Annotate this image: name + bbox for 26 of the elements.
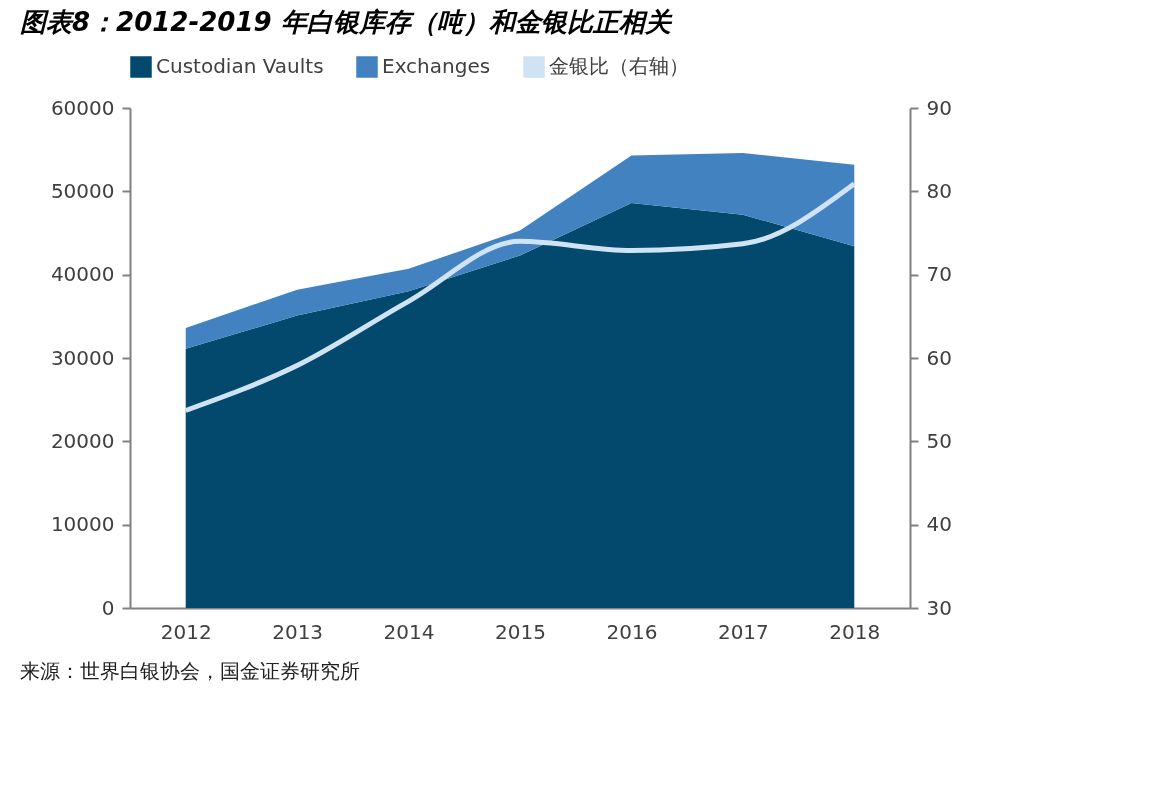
y-tick-label: 0: [101, 595, 115, 620]
y2-tick-label: 40: [926, 512, 952, 537]
y-tick-label: 50000: [50, 178, 115, 203]
x-tick-label: 2015: [495, 619, 546, 644]
y2-tick-label: 90: [926, 95, 952, 120]
y2-tick-label: 80: [926, 178, 952, 203]
y2-tick-label: 30: [926, 595, 952, 620]
legend-label: 金银比（右轴）: [549, 54, 689, 78]
chart-title: 图表8：2012-2019 年白银库存（吨）和金银比正相关: [20, 7, 673, 37]
x-tick-label: 2012: [160, 619, 212, 644]
y2-tick-label: 50: [926, 428, 952, 453]
legend-label: Exchanges: [382, 54, 491, 78]
y-tick-label: 60000: [50, 95, 115, 120]
x-tick-label: 2017: [717, 619, 769, 644]
x-tick-label: 2014: [383, 619, 435, 644]
legend-label: Custodian Vaults: [156, 54, 324, 78]
x-tick-label: 2018: [829, 619, 881, 644]
x-tick-label: 2013: [272, 619, 324, 644]
y-tick-label: 10000: [50, 512, 115, 537]
y-tick-label: 40000: [50, 262, 115, 287]
source-note: 来源：世界白银协会，国金证券研究所: [20, 659, 360, 683]
y-tick-label: 30000: [50, 345, 115, 370]
x-tick-label: 2016: [606, 619, 658, 644]
y-tick-label: 20000: [50, 428, 115, 453]
y2-tick-label: 60: [926, 345, 952, 370]
y2-tick-label: 70: [926, 262, 952, 287]
